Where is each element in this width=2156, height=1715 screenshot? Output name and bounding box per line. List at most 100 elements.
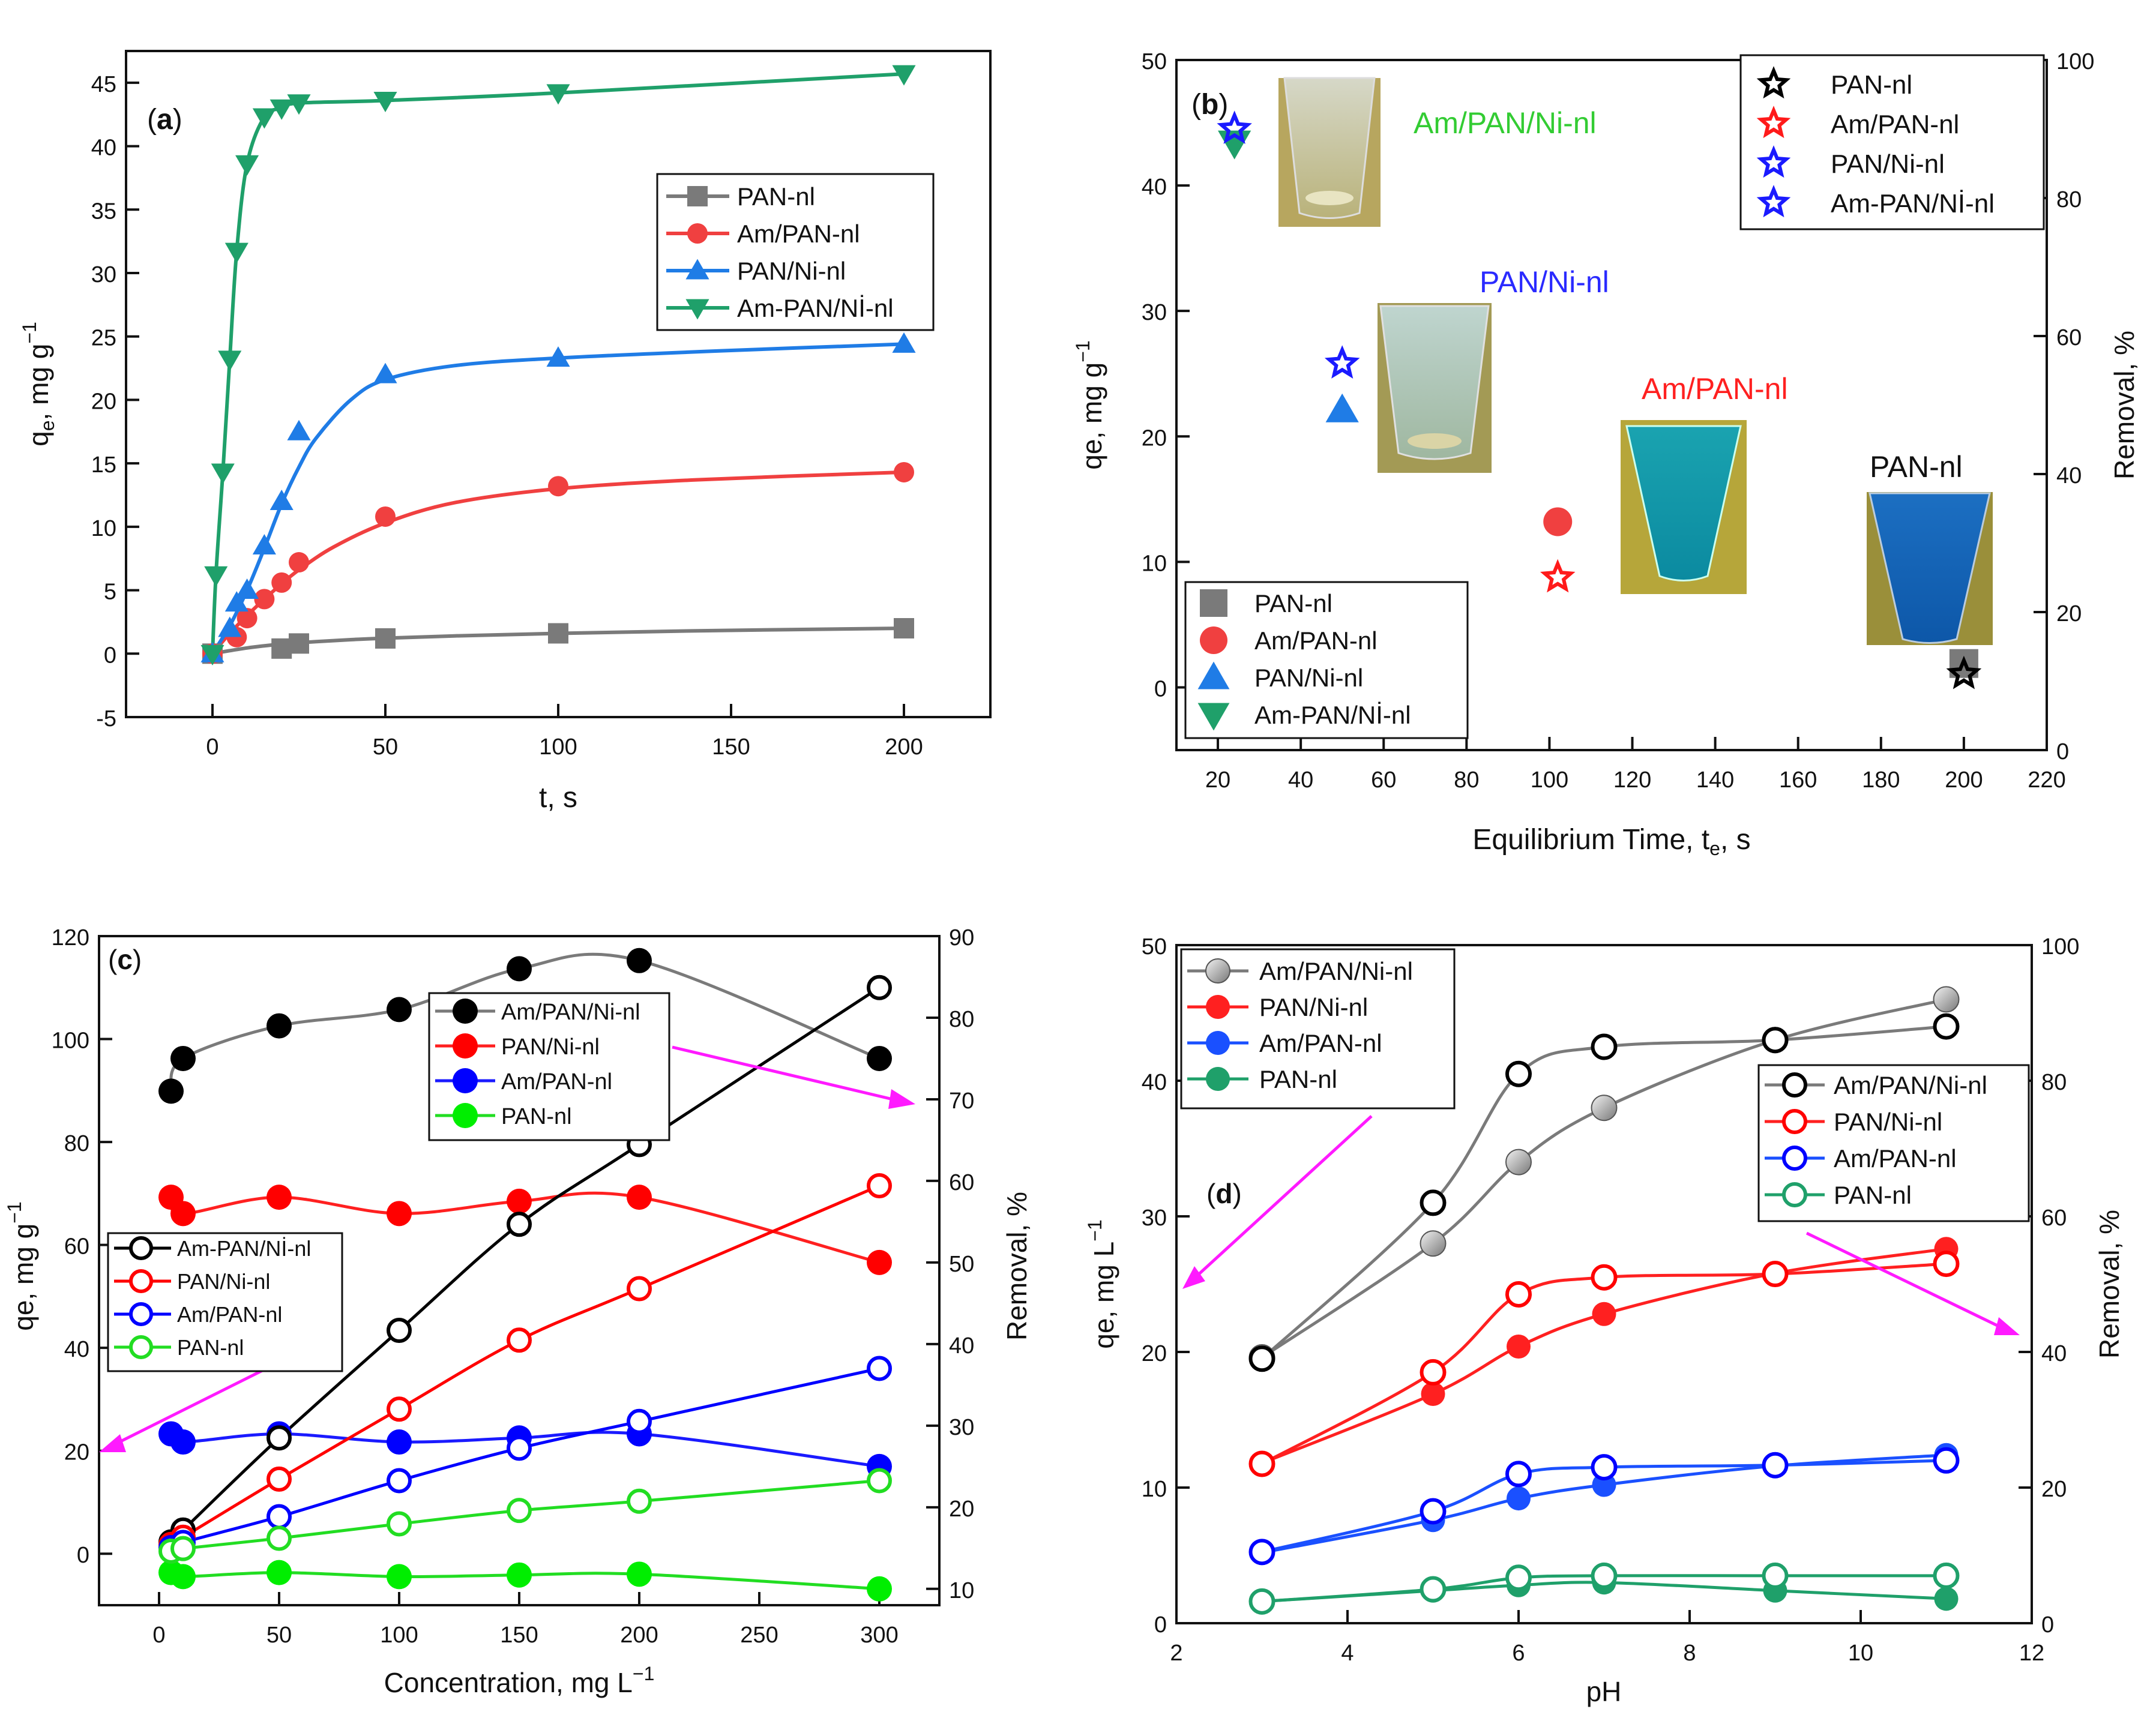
panel-c-y-tick-label: 40 xyxy=(64,1337,89,1362)
panel-d-removal-legend: Am/PAN/Ni-nl PAN/Ni-nl Am/PAN-nl PAN-nl xyxy=(1757,1064,2030,1222)
removal-point-am-pan-nl xyxy=(170,1429,196,1455)
panel-c-y2-tick-label: 80 xyxy=(949,1007,974,1032)
panel-d-y-tick-label: 50 xyxy=(1142,934,1167,960)
qe-point-pan-ni-nl xyxy=(1325,393,1359,422)
qe-point-pan-ni-nl xyxy=(1507,1334,1531,1359)
panel-b-y-tick-label: 20 xyxy=(1142,425,1167,451)
qe-point-am-pan-ni-nl xyxy=(1591,1095,1618,1122)
qe-point-pan-ni-nl xyxy=(387,1396,412,1422)
legend-marker-qe-am-pan-ni-nl xyxy=(1205,958,1230,984)
panel-b-y-tick-label: 30 xyxy=(1142,300,1167,325)
legend-marker-pan-nl xyxy=(687,186,708,206)
point-am-pan-ni-nl xyxy=(373,92,397,113)
legend-marker-removal-am-pan-nl xyxy=(453,1068,478,1093)
legend-label-am-pan-nl: Am/PAN-nl xyxy=(737,220,860,248)
panel-b-x-tick-label: 200 xyxy=(1945,767,1983,793)
panel-a-y-tick-label: 35 xyxy=(91,199,116,224)
legend-label-removal-pan-ni-nl: PAN/Ni-nl xyxy=(1834,1108,1942,1136)
photo-pan-ni-nl xyxy=(1378,303,1492,473)
qe-point-pan-ni-nl xyxy=(507,1327,532,1353)
qe-point-pan-ni-nl xyxy=(266,1466,292,1492)
legend-label-removal-am-pan-nl: Am/PAN-nl xyxy=(1834,1144,1957,1173)
panel-a-legend: PAN-nl Am/PAN-nl PAN/Ni-nl Am-PAN/Nİ-nl xyxy=(656,173,935,331)
legend-marker-qe-am-pan-ni-nl xyxy=(129,1236,153,1260)
legend-label-removal-am-pan-ni-nl: Am/PAN/Ni-nl xyxy=(1834,1071,1987,1099)
removal-point-am-pan-ni-nl xyxy=(1762,1027,1789,1054)
point-am-pan-ni-nl xyxy=(211,463,235,484)
panel-d-x-tick-label: 6 xyxy=(1512,1641,1525,1666)
removal-point-pan-nl xyxy=(1762,1562,1789,1589)
legend-label-qe-am-pan-ni-nl: Am/PAN/Ni-nl xyxy=(1259,957,1413,985)
legend-marker-qe-am-pan-nl xyxy=(129,1302,153,1326)
panel-b-chart: 20 40 60 80 100 120 140 160 180 200 22001020304050… xyxy=(1072,49,2140,859)
panel-d-y-tick-label: 0 xyxy=(1154,1612,1167,1638)
panel-a-y-label: qe, mg g−1 xyxy=(19,322,58,446)
removal-point-am-pan-ni-nl xyxy=(1591,1033,1618,1060)
panel-a-y-tick-label: 0 xyxy=(104,643,116,668)
qe-point-am-pan-nl xyxy=(1543,507,1573,536)
legend-label-qe-am-pan-nl: Am/PAN-nl xyxy=(1254,626,1378,655)
panel-a-y-tick-label: 10 xyxy=(91,516,116,541)
panel-a-y-tick-label: 45 xyxy=(91,72,116,97)
legend-marker-removal-am-pan-ni-nl xyxy=(1782,1072,1807,1098)
panel-b-x-tick-label: 180 xyxy=(1862,767,1900,793)
qe-point-pan-ni-nl xyxy=(627,1276,652,1302)
removal-point-pan-ni-nl xyxy=(266,1185,292,1210)
qe-point-am-pan-ni-nl xyxy=(507,1212,532,1237)
point-pan-ni-nl xyxy=(546,346,570,367)
point-am-pan-ni-nl xyxy=(270,99,294,120)
removal-point-pan-ni-nl xyxy=(1591,1264,1618,1291)
panel-b-y2-label: Removal, % xyxy=(2109,331,2140,479)
removal-point-pan-nl xyxy=(507,1562,532,1588)
legend-label-removal-am-pan-nl: Am/PAN-nl xyxy=(501,1069,612,1095)
point-am-pan-nl xyxy=(236,608,257,629)
point-am-pan-ni-nl xyxy=(204,566,228,587)
removal-line-am-pan-nl xyxy=(169,1431,880,1468)
qe-point-pan-ni-nl xyxy=(1421,1382,1445,1407)
qe-point-pan-nl xyxy=(507,1498,532,1524)
removal-point-am-pan-ni-nl xyxy=(867,1045,892,1071)
point-am-pan-ni-nl xyxy=(224,242,248,263)
removal-point-pan-ni-nl xyxy=(507,1188,532,1214)
point-pan-ni-nl xyxy=(235,578,259,599)
legend-label-qe-am-pan-ni-nl: Am-PAN/Nİ-nl xyxy=(177,1236,311,1261)
legend-label-qe-pan-nl: PAN-nl xyxy=(1254,589,1332,617)
removal-line-am-pan-nl xyxy=(1261,1459,1947,1554)
removal-point-am-pan-ni-nl xyxy=(1248,1345,1275,1372)
qe-point-am-pan-ni-nl xyxy=(266,1425,292,1451)
qe-axis-arrow xyxy=(110,1366,268,1448)
removal-point-am-pan-nl xyxy=(387,1429,412,1455)
legend-label-removal-pan-nl: PAN-nl xyxy=(1831,70,1912,100)
panel-b-x-tick-label: 220 xyxy=(2028,767,2065,793)
point-pan-ni-nl xyxy=(252,534,276,555)
point-am-pan-nl xyxy=(271,572,292,593)
qe-point-pan-nl xyxy=(387,1511,412,1537)
point-am-pan-ni-nl xyxy=(235,155,259,176)
panel-d-y2-tick-label: 80 xyxy=(2041,1070,2067,1095)
panel-a-y-tick-label: 30 xyxy=(91,262,116,287)
panel-a-y-tick-label: 5 xyxy=(104,580,116,605)
panel-c-x-tick-label: 0 xyxy=(152,1623,165,1648)
panel-c-y-tick-label: 120 xyxy=(52,925,89,951)
panel-c-y2-tick-label: 40 xyxy=(949,1333,974,1359)
panel-d-y2-tick-label: 40 xyxy=(2041,1341,2067,1366)
panel-c-y2-tick-label: 60 xyxy=(949,1170,974,1195)
legend-marker-removal-am-pan-ni-nl xyxy=(453,999,478,1024)
panel-b-y2-tick-label: 100 xyxy=(2056,49,2094,74)
removal-point-pan-ni-nl xyxy=(1420,1359,1447,1386)
panel-c-y-label: qe, mg g−1 xyxy=(4,1201,39,1330)
panel-b-x-label: Equilibrium Time, te, s xyxy=(1472,824,1750,859)
qe-point-am-pan-ni-nl xyxy=(1933,986,1960,1013)
panel-b-tag: (b) xyxy=(1191,89,1228,121)
panel-b-y-tick-label: 0 xyxy=(1154,676,1167,701)
removal-point-pan-nl xyxy=(1933,1562,1960,1589)
removal-point-am-pan-nl xyxy=(1933,1447,1960,1474)
panel-c-x-tick-label: 200 xyxy=(620,1623,658,1648)
panel-c-chart: 0 50 100 150 200 250 300 0 20 40 60 80 100 120 10 20 30 4… xyxy=(4,925,1032,1698)
panel-b-x-tick-label: 120 xyxy=(1613,767,1651,793)
panel-d-x-tick-label: 8 xyxy=(1683,1641,1696,1666)
panel-d-qe-legend: Am/PAN/Ni-nl PAN/Ni-nl Am/PAN-nl PAN-nl xyxy=(1180,948,1456,1110)
point-am-pan-ni-nl xyxy=(218,350,242,371)
qe-point-am-pan-nl xyxy=(507,1435,532,1461)
